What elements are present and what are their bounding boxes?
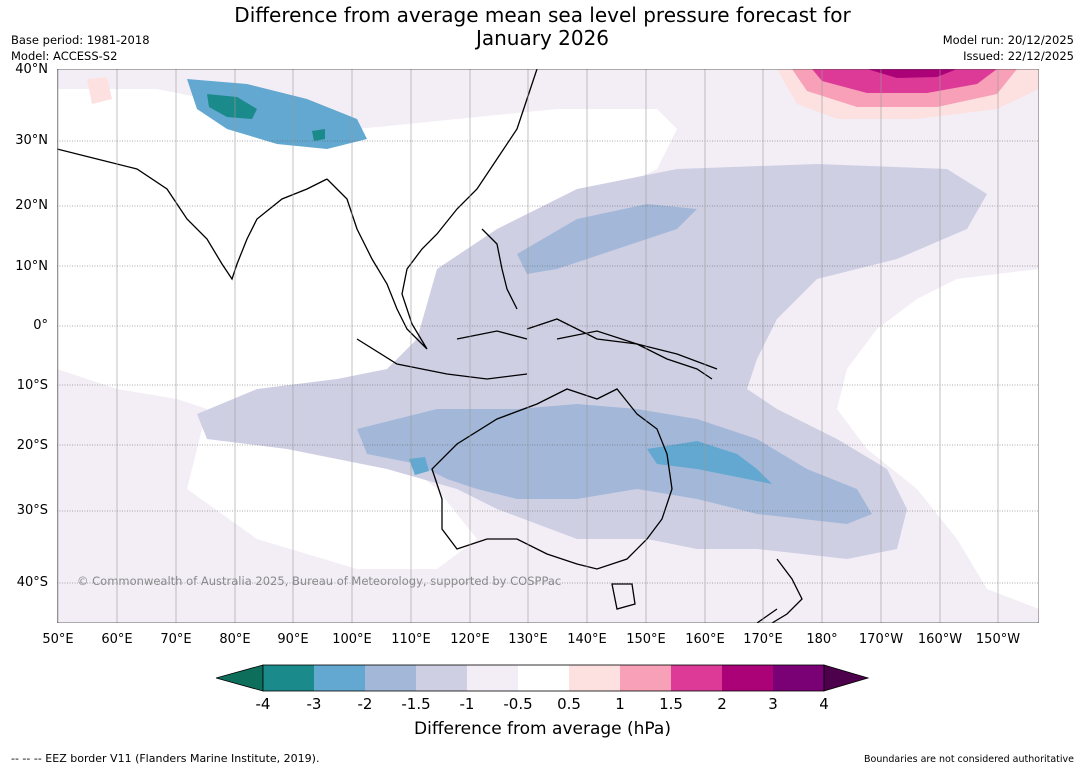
colorbar-tick: -0.5	[503, 695, 533, 713]
colorbar-tick: 1.5	[659, 695, 683, 713]
colorbar-under-arrow	[216, 664, 264, 692]
contour-pos-2	[867, 69, 957, 78]
coast-se-asia	[326, 69, 538, 350]
pressure-anomaly-map	[57, 69, 1039, 623]
coast-tasmania	[611, 583, 636, 610]
colorbar-segment-1	[263, 665, 314, 691]
colorbar-segment-8	[620, 665, 671, 691]
boundaries-note: Boundaries are not considered authoritat…	[864, 754, 1074, 765]
eez-legend: -- -- -- EEZ border V11 (Flanders Marine…	[11, 752, 320, 765]
model-run: Model run: 20/12/2025	[942, 33, 1074, 47]
map-title: Difference from average mean sea level p…	[234, 3, 851, 50]
lon-label-150e: 150°E	[626, 632, 666, 647]
colorbar-segment-10	[722, 665, 773, 691]
lat-label-20s: 20°S	[16, 438, 48, 453]
lat-label-40s: 40°S	[16, 575, 48, 590]
lon-label-70e: 70°E	[160, 632, 192, 647]
meta-right: Model run: 20/12/2025 Issued: 22/12/2025	[943, 32, 1074, 64]
lon-label-110e: 110°E	[391, 632, 431, 647]
colorbar-tick: 4	[819, 695, 829, 713]
lat-label-10s: 10°S	[16, 378, 48, 393]
lat-label-40n: 40°N	[15, 62, 48, 77]
lat-label-20n: 20°N	[15, 198, 48, 213]
lat-label-30n: 30°N	[15, 133, 48, 148]
colorbar-segment-9	[671, 665, 722, 691]
colorbar-over-arrow	[823, 664, 870, 692]
contour-neg-1_5	[357, 204, 872, 524]
contour-pos-1_5	[812, 69, 997, 93]
colorbar-tick: -4	[255, 695, 271, 713]
coast-new-zealand	[756, 558, 803, 623]
lon-label-130e: 130°E	[508, 632, 548, 647]
lat-label-10n: 10°N	[15, 259, 48, 274]
meta-left: Base period: 1981-2018 Model: ACCESS-S2	[11, 32, 150, 64]
lon-label-160w: 160°W	[917, 632, 963, 647]
colorbar-segment-11	[773, 665, 824, 691]
contour-neg-3	[207, 94, 325, 141]
colorbar-segment-5	[467, 665, 518, 691]
colorbar	[216, 664, 870, 692]
lon-label-90e: 90°E	[277, 632, 309, 647]
colorbar-tick: -1	[459, 695, 475, 713]
lon-label-60e: 60°E	[101, 632, 133, 647]
lat-label-0: 0°	[33, 318, 48, 333]
model-name: Model: ACCESS-S2	[11, 49, 118, 63]
colorbar-tick: 0.5	[557, 695, 581, 713]
colorbar-border	[262, 664, 825, 692]
colorbar-segment-4	[416, 665, 467, 691]
coastlines	[57, 69, 803, 623]
lon-label-170w: 170°W	[858, 632, 904, 647]
colorbar-segment-7	[569, 665, 620, 691]
coast-indonesia	[356, 318, 718, 380]
copyright-notice: © Commonwealth of Australia 2025, Bureau…	[77, 574, 562, 588]
colorbar-segment-3	[365, 665, 416, 691]
coast-philippines	[481, 228, 518, 310]
colorbar-tick: 1	[615, 695, 625, 713]
coast-australia	[431, 388, 673, 570]
colorbar-label: Difference from average (hPa)	[414, 719, 671, 739]
lon-label-160e: 160°E	[685, 632, 725, 647]
lon-label-100e: 100°E	[332, 632, 372, 647]
lon-label-150w: 150°W	[975, 632, 1021, 647]
colorbar-segment-2	[314, 665, 365, 691]
coast-new-guinea	[556, 330, 713, 380]
lon-label-140e: 140°E	[567, 632, 607, 647]
graticule	[57, 140, 1039, 584]
lon-label-80e: 80°E	[219, 632, 251, 647]
lon-label-50e: 50°E	[42, 632, 74, 647]
contour-neg-2	[187, 79, 772, 484]
coast-india	[57, 148, 328, 281]
colorbar-tick: -1.5	[401, 695, 431, 713]
colorbar-segment-6	[518, 665, 569, 691]
issued-date: Issued: 22/12/2025	[963, 49, 1074, 63]
lon-label-120e: 120°E	[450, 632, 490, 647]
colorbar-tick: 2	[717, 695, 727, 713]
base-period: Base period: 1981-2018	[11, 33, 150, 47]
map-panel	[57, 69, 1039, 623]
colorbar-tick: -3	[306, 695, 322, 713]
lon-label-180: 180°	[806, 632, 838, 647]
meridians	[57, 69, 999, 623]
colorbar-tick: -2	[357, 695, 373, 713]
lat-label-30s: 30°S	[16, 503, 48, 518]
lon-label-170e: 170°E	[743, 632, 783, 647]
colorbar-tick: 3	[768, 695, 778, 713]
